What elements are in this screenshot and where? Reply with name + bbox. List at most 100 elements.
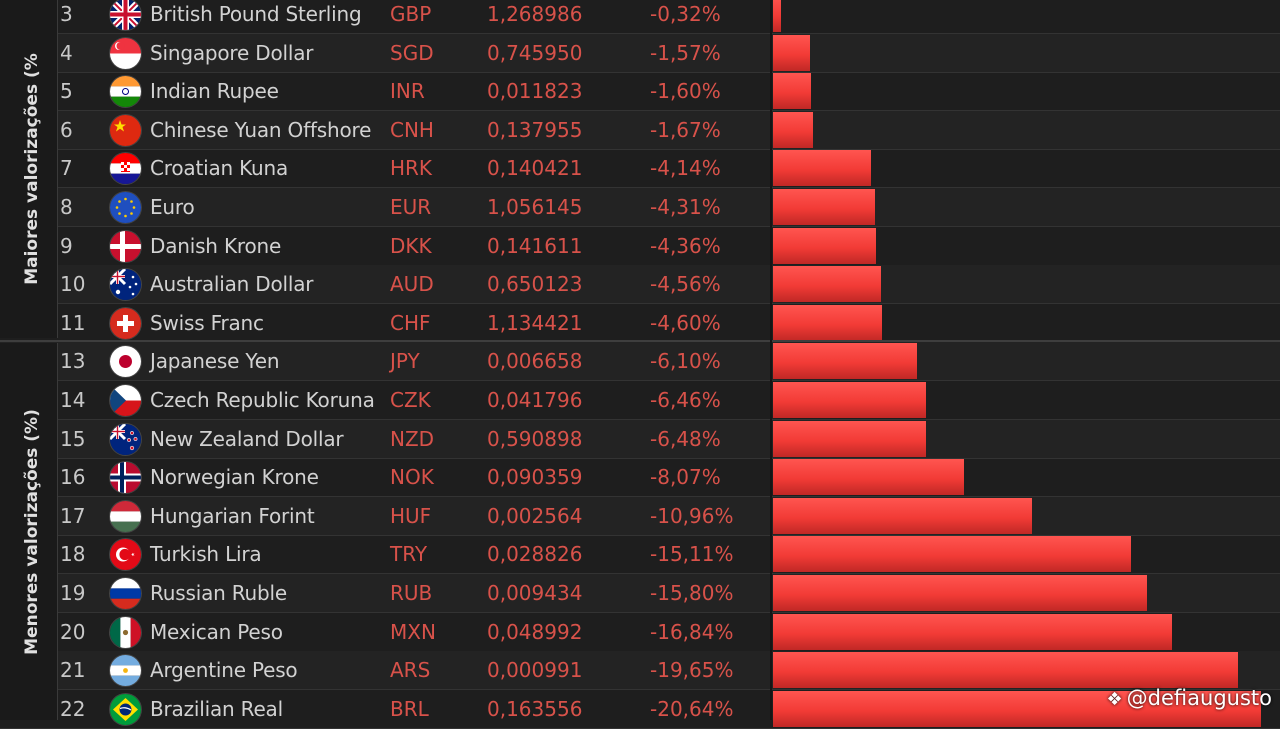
flag-sg-icon <box>110 37 141 69</box>
rank-cell: 22 <box>60 696 86 721</box>
currency-code: JPY <box>390 349 420 374</box>
flag-ar-icon <box>110 655 141 687</box>
exchange-rate: 0,002564 <box>487 503 583 528</box>
percent-change: -0,32% <box>650 2 721 26</box>
currency-code: EUR <box>390 195 432 219</box>
flag-ch-icon <box>110 307 141 339</box>
currency-name: Brazilian Real <box>150 696 283 721</box>
rank-cell: 14 <box>60 388 86 412</box>
percent-change: -16,84% <box>650 619 734 644</box>
currency-code: RUB <box>390 581 433 605</box>
exchange-rate: 0,028826 <box>487 542 583 567</box>
percent-change: -4,56% <box>650 272 721 297</box>
exchange-rate: 0,006658 <box>487 349 583 374</box>
currency-code: GBP <box>390 2 432 26</box>
percent-change: -1,57% <box>650 40 721 65</box>
currency-code: INR <box>390 79 425 104</box>
bar-try <box>773 536 1131 573</box>
table-row: 5 Indian Rupee INR 0,011823 -1,60% <box>0 72 1280 112</box>
rank-cell: 4 <box>60 40 73 65</box>
currency-code: HRK <box>390 156 433 181</box>
flag-cn-icon <box>110 114 141 146</box>
bar-huf <box>773 497 1033 534</box>
table-row: 21 Argentine Peso ARS 0,000991 -19,65% <box>0 651 1280 691</box>
percent-change: -1,60% <box>650 79 721 104</box>
exchange-rate: 1,268986 <box>487 2 583 26</box>
rank-cell: 18 <box>60 542 86 567</box>
percent-change: -1,67% <box>650 117 721 142</box>
flag-cz-icon <box>110 385 141 416</box>
exchange-rate: 0,009434 <box>487 581 583 605</box>
table-row: 10 Australian Dollar AUD 0,650123 -4,56% <box>0 265 1280 305</box>
bar-hrk <box>773 150 871 187</box>
group-label-top-text: Maiores valorizações (% <box>22 53 42 285</box>
exchange-rate: 1,056145 <box>487 195 583 219</box>
bar-jpy <box>773 343 918 380</box>
exchange-rate: 0,011823 <box>487 79 583 104</box>
flag-eu-icon <box>110 192 141 223</box>
table-row: 13 Japanese Yen JPY 0,006658 -6,10% <box>0 342 1280 382</box>
bar-cnh <box>773 111 813 148</box>
flag-au-icon <box>110 269 141 301</box>
rank-cell: 15 <box>60 426 86 451</box>
flag-mx-icon <box>110 616 141 648</box>
rank-cell: 11 <box>60 310 86 335</box>
bar-nzd <box>773 420 927 457</box>
table-row: 6 Chinese Yuan Offshore CNH 0,137955 -1,67% <box>0 110 1280 150</box>
bar-inr <box>773 73 811 110</box>
rank-cell: 8 <box>60 195 73 219</box>
flag-hu-icon <box>110 500 141 532</box>
rank-cell: 17 <box>60 503 86 528</box>
exchange-rate: 0,140421 <box>487 156 583 181</box>
flag-ru-icon <box>110 578 141 609</box>
percent-change: -4,31% <box>650 195 721 219</box>
watermark-text: @defiaugusto <box>1126 686 1272 710</box>
exchange-rate: 0,041796 <box>487 388 583 412</box>
currency-name: Chinese Yuan Offshore <box>150 117 372 142</box>
exchange-rate: 0,590898 <box>487 426 583 451</box>
group-label-top: Maiores valorizações (% <box>0 0 58 338</box>
percent-change: -15,11% <box>650 542 734 567</box>
exchange-rate: 0,000991 <box>487 658 583 683</box>
diamond-logo-icon: ❖ <box>1106 689 1123 710</box>
percent-change: -4,14% <box>650 156 721 181</box>
currency-name: Norwegian Krone <box>150 465 319 490</box>
table-row: 8 Euro EUR 1,056145 -4,31% <box>0 188 1280 227</box>
rank-cell: 10 <box>60 272 86 297</box>
rank-cell: 16 <box>60 465 86 490</box>
flag-tr-icon <box>110 539 141 571</box>
currency-code: SGD <box>390 40 434 65</box>
bar-nok <box>773 459 964 496</box>
group-separator <box>0 340 1280 342</box>
exchange-rate: 0,141611 <box>487 233 583 258</box>
flag-nz-icon <box>110 423 141 455</box>
currency-code: HUF <box>390 503 432 528</box>
currency-code: CZK <box>390 388 431 412</box>
flag-in-icon <box>110 76 141 108</box>
currency-code: BRL <box>390 696 429 721</box>
table-row: 19 Russian Ruble RUB 0,009434 -15,80% <box>0 574 1280 613</box>
percent-change: -15,80% <box>650 581 734 605</box>
currency-name: Australian Dollar <box>150 272 314 297</box>
table-row: 3 British Pound Sterling GBP 1,268986 -0,32% <box>0 0 1280 34</box>
percent-change: -10,96% <box>650 503 734 528</box>
rank-cell: 21 <box>60 658 86 683</box>
bar-aud <box>773 266 881 303</box>
currency-name: Indian Rupee <box>150 79 279 104</box>
bar-sgd <box>773 34 811 71</box>
currency-code: TRY <box>390 542 428 567</box>
percent-change: -4,36% <box>650 233 721 258</box>
exchange-rate: 0,137955 <box>487 117 583 142</box>
table-row: 20 Mexican Peso MXN 0,048992 -16,84% <box>0 613 1280 652</box>
currency-name: Euro <box>150 195 195 219</box>
currency-name: Japanese Yen <box>150 349 280 374</box>
rank-cell: 3 <box>60 2 73 26</box>
percent-change: -20,64% <box>650 696 734 721</box>
currency-name: Mexican Peso <box>150 619 283 644</box>
table-row: 4 Singapore Dollar SGD 0,745950 -1,57% <box>0 33 1280 73</box>
rank-cell: 6 <box>60 117 73 142</box>
percent-change: -8,07% <box>650 465 721 490</box>
rank-cell: 5 <box>60 79 73 104</box>
rank-cell: 9 <box>60 233 73 258</box>
exchange-rate: 0,650123 <box>487 272 583 297</box>
